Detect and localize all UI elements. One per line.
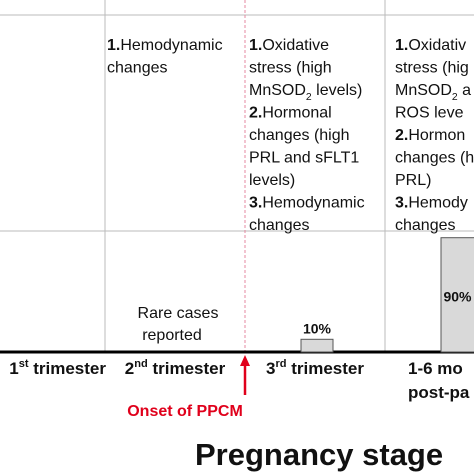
text-segment: st: [19, 358, 29, 370]
bar-label: 90%: [443, 289, 472, 305]
bar: [440, 237, 474, 353]
stage-label: 1-6 mo: [408, 359, 463, 378]
column-text: PRL and sFLT1: [249, 150, 359, 167]
stage-label: post-pa: [408, 383, 470, 402]
text-segment: 1.: [249, 37, 262, 54]
column-text: changes: [107, 60, 168, 77]
column-text: PRL): [395, 172, 431, 189]
bar-label: 10%: [303, 320, 332, 336]
column-text: 1.Oxidative: [249, 37, 329, 54]
bar: [300, 338, 334, 353]
text-segment: rd: [275, 358, 286, 370]
column-text: 2.Hormonal: [249, 105, 332, 122]
text-segment: Hemodynamic: [262, 195, 364, 212]
column-text: ROS leve: [395, 105, 464, 122]
column-text: 1.Oxidativ: [395, 37, 466, 54]
text-segment: trimester: [287, 359, 365, 378]
stage-label: 3rd trimester: [266, 358, 364, 378]
column-text: changes (high: [249, 127, 350, 144]
column-text: levels): [249, 172, 295, 189]
text-segment: trimester: [29, 359, 107, 378]
text-segment: 1.: [395, 37, 408, 54]
text-segment: 3: [266, 359, 275, 378]
column-text: 2.Hormon: [395, 127, 465, 144]
column-text: changes: [249, 217, 310, 234]
text-segment: 1: [9, 359, 18, 378]
column-text: MnSOD2 levels): [249, 82, 362, 103]
text-segment: changes (h: [395, 150, 474, 167]
text-segment: MnSOD: [249, 82, 306, 99]
text-segment: stress (hig: [395, 60, 469, 77]
note: reported: [142, 327, 202, 344]
text-segment: Hormon: [408, 127, 465, 144]
text-segment: a: [458, 82, 471, 99]
column-text: MnSOD2 a: [395, 82, 471, 103]
text-segment: 2.: [249, 105, 262, 122]
text-segment: Hemody: [408, 195, 468, 212]
text-segment: Hormonal: [262, 105, 331, 122]
text-segment: MnSOD: [395, 82, 452, 99]
text-segment: 3.: [395, 195, 408, 212]
text-segment: changes: [107, 60, 168, 77]
text-segment: levels): [249, 172, 295, 189]
column-text: 3.Hemodynamic: [249, 195, 365, 212]
column-text: changes: [395, 217, 456, 234]
column-text: stress (hig: [395, 60, 469, 77]
column-text: 3.Hemody: [395, 195, 468, 212]
text-segment: 1.: [107, 37, 120, 54]
text-segment: trimester: [148, 359, 226, 378]
text-segment: 2.: [395, 127, 408, 144]
text-segment: levels): [312, 82, 363, 99]
onset-label: Onset of PPCM: [127, 403, 243, 420]
text-segment: PRL and sFLT1: [249, 150, 359, 167]
column-text: stress (high: [249, 60, 332, 77]
note: Rare cases: [138, 305, 219, 322]
text-segment: nd: [134, 358, 148, 370]
text-segment: ROS leve: [395, 105, 464, 122]
stage-label: 1st trimester: [9, 358, 106, 378]
text-segment: 3.: [249, 195, 262, 212]
text-segment: Oxidative: [262, 37, 329, 54]
text-segment: 2: [306, 92, 312, 103]
onset-arrowhead: [240, 355, 250, 366]
text-segment: PRL): [395, 172, 431, 189]
text-segment: stress (high: [249, 60, 332, 77]
text-segment: 1-6 mo: [408, 359, 463, 378]
x-axis-label: Pregnancy stage: [195, 437, 443, 472]
column-text: changes (h: [395, 150, 474, 167]
text-segment: Oxidativ: [408, 37, 466, 54]
text-segment: Hemodynamic: [120, 37, 222, 54]
text-segment: changes: [395, 217, 456, 234]
stage-label: 2nd trimester: [125, 358, 226, 378]
text-segment: 2: [452, 92, 458, 103]
text-segment: 2: [125, 359, 134, 378]
text-segment: changes: [249, 217, 310, 234]
column-text: 1.Hemodynamic: [107, 37, 223, 54]
text-segment: changes (high: [249, 127, 350, 144]
